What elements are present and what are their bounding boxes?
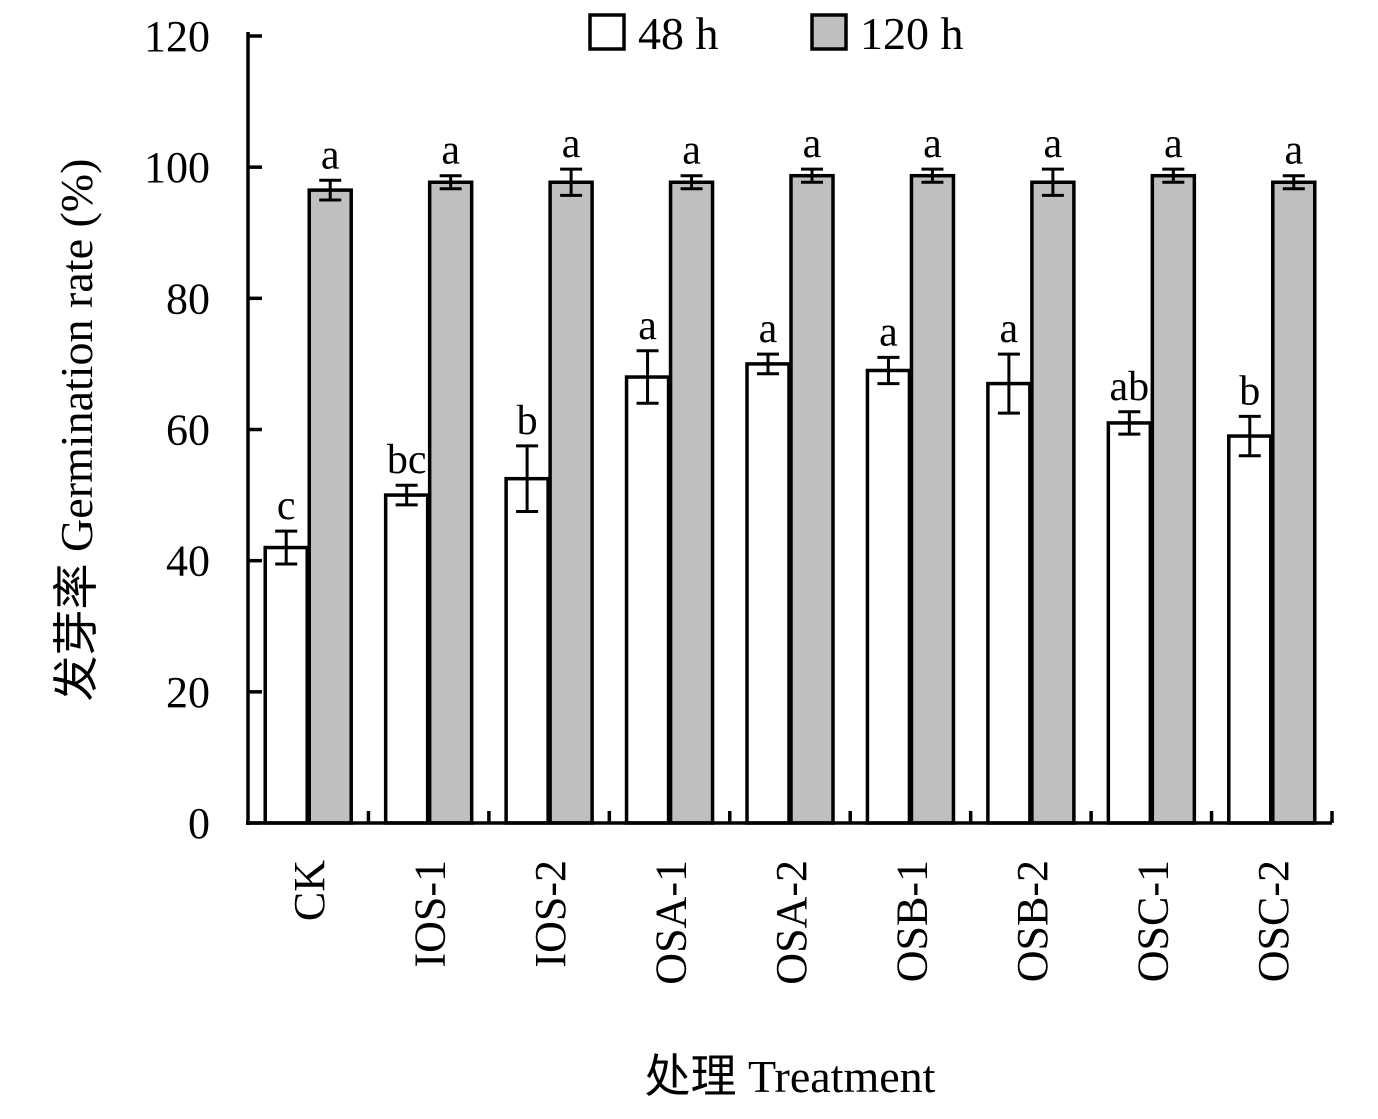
- y-tick-label-120: 120: [144, 12, 210, 61]
- y-tick-label-20: 20: [166, 668, 210, 717]
- x-tick-label-IOS-1: IOS-1: [406, 860, 455, 968]
- significance-label-120h-OSC-1: a: [1164, 121, 1183, 167]
- x-tick-label-OSA-1: OSA-1: [647, 860, 696, 985]
- significance-label-48h-OSA-1: a: [638, 303, 657, 349]
- significance-label-120h-OSC-2: a: [1284, 128, 1303, 174]
- significance-label-120h-OSA-2: a: [803, 121, 822, 167]
- significance-label-120h-OSB-2: a: [1044, 121, 1063, 167]
- x-tick-label-OSB-2: OSB-2: [1008, 860, 1057, 982]
- significance-label-48h-IOS-2: b: [517, 398, 538, 444]
- bar-120h-CK: [307, 188, 353, 825]
- significance-label-120h-CK: a: [321, 132, 340, 178]
- x-tick-label-OSC-2: OSC-2: [1249, 860, 1298, 982]
- bar-48h-OSA-2: [745, 362, 791, 825]
- x-tick-label-OSB-1: OSB-1: [887, 860, 936, 982]
- bar-48h-IOS-2: [504, 476, 550, 825]
- bar-48h-OSA-1: [624, 375, 671, 825]
- bar-120h-OSC-2: [1271, 180, 1317, 825]
- y-tick-label-60: 60: [166, 406, 210, 455]
- y-tick-label-40: 40: [166, 537, 210, 586]
- significance-label-48h-OSA-2: a: [759, 306, 778, 352]
- legend: 48 h 120 h: [588, 8, 964, 59]
- bar-120h-OSA-2: [789, 173, 835, 825]
- significance-label-48h-IOS-1: bc: [387, 437, 427, 483]
- significance-label-48h-OSC-2: b: [1239, 368, 1260, 414]
- legend-swatch-120h: [810, 13, 848, 51]
- bar-120h-IOS-1: [427, 180, 474, 825]
- significance-label-48h-OSC-1: ab: [1110, 364, 1150, 410]
- axes-layer: CK IOS-1 IOS-2 OSA-1 OSA-2 OSB-1 OSB-2 OSC-1 OSC…: [144, 12, 1334, 985]
- significance-label-48h-OSB-1: a: [879, 309, 898, 355]
- significance-label-48h-OSB-2: a: [1000, 306, 1019, 352]
- y-tick-label-100: 100: [144, 143, 210, 192]
- x-tick-label-CK: CK: [285, 860, 334, 921]
- bar-48h-OSC-2: [1227, 434, 1273, 825]
- bar-120h-OSB-1: [909, 173, 956, 825]
- legend-label-120h: 120 h: [860, 8, 964, 59]
- significance-label-48h-CK: c: [277, 483, 296, 529]
- significance-label-120h-OSB-1: a: [923, 121, 942, 167]
- significance-label-120h-OSA-1: a: [682, 128, 701, 174]
- x-tick-label-OSC-1: OSC-1: [1128, 860, 1177, 982]
- significance-label-120h-IOS-2: a: [562, 121, 581, 167]
- bar-48h-OSB-1: [865, 368, 912, 825]
- bar-120h-OSC-1: [1150, 173, 1197, 825]
- y-axis-title: 发芽率 Germination rate (%): [51, 159, 102, 702]
- bar-48h-IOS-1: [383, 493, 430, 825]
- x-tick-label-OSA-2: OSA-2: [767, 860, 816, 985]
- legend-swatch-48h: [588, 13, 626, 51]
- bar-48h-OSC-1: [1106, 421, 1153, 825]
- significance-label-120h-IOS-1: a: [441, 128, 460, 174]
- y-tick-label-80: 80: [166, 274, 210, 323]
- bar-48h-CK: [263, 545, 309, 825]
- bar-48h-OSB-2: [986, 381, 1032, 825]
- bar-120h-OSA-1: [668, 180, 715, 825]
- y-tick-label-0: 0: [188, 799, 210, 848]
- bar-120h-IOS-2: [548, 180, 594, 825]
- x-tick-label-IOS-2: IOS-2: [526, 860, 575, 968]
- x-axis-title: 处理 Treatment: [645, 1051, 936, 1102]
- bar-120h-OSB-2: [1030, 180, 1076, 825]
- legend-label-48h: 48 h: [638, 8, 719, 59]
